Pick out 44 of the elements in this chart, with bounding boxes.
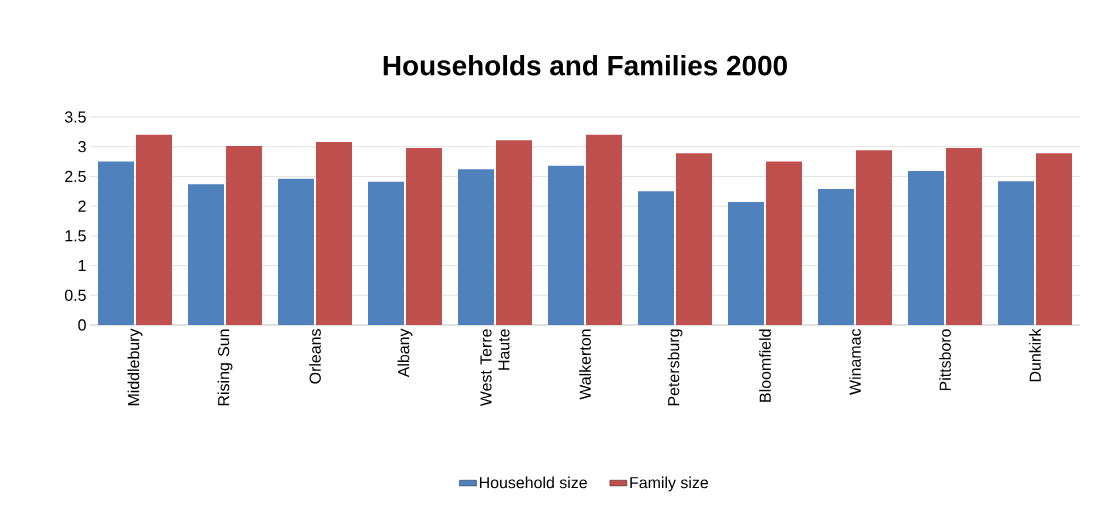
legend-label: Family size — [630, 476, 709, 492]
y-tick-label: 2.5 — [65, 170, 86, 183]
bar — [856, 150, 892, 325]
bar — [316, 141, 352, 325]
bar — [188, 184, 224, 325]
bar — [368, 181, 405, 325]
bar — [676, 153, 712, 325]
x-tick-label: Pittsboro — [939, 329, 951, 391]
x-tick-label: Rising Sun — [217, 329, 233, 406]
y-tick-label: 1 — [78, 260, 86, 272]
bar — [908, 171, 945, 325]
y-tick-label: 0.5 — [64, 289, 86, 301]
bar — [226, 146, 262, 325]
x-tick-label: Walkerton — [579, 329, 591, 400]
bar — [98, 161, 134, 325]
x-tick-label: Petersburg — [667, 329, 683, 406]
x-tick-label: Albany — [397, 328, 413, 378]
bar — [406, 147, 442, 325]
y-tick-label: 3.5 — [64, 111, 86, 123]
x-tick-label: West Terre Haute — [480, 329, 510, 407]
bar — [458, 169, 495, 325]
y-tick-label: 1.5 — [65, 230, 86, 242]
bar — [946, 147, 983, 325]
bar — [728, 201, 765, 325]
legend-label: Household size — [479, 476, 587, 489]
y-tick-label: 0 — [78, 319, 86, 331]
chart-title: Households and Families 2000 — [383, 55, 787, 76]
bar — [496, 140, 532, 325]
bar — [818, 188, 855, 325]
y-tick-label: 3 — [78, 141, 86, 153]
bar — [278, 178, 315, 325]
bar — [586, 134, 622, 325]
x-tick-label: Dunkirk — [1029, 328, 1041, 382]
x-tick-label: Winamac — [849, 328, 861, 395]
bar — [136, 134, 172, 325]
bar — [998, 181, 1035, 325]
x-tick-label: Bloomfield — [759, 329, 771, 402]
bar — [548, 165, 585, 325]
bar — [638, 191, 675, 325]
bar — [766, 161, 802, 325]
y-tick-label: 2 — [78, 200, 86, 212]
x-tick-label: Middlebury — [127, 328, 143, 406]
bar — [1036, 153, 1073, 325]
x-tick-label: Orleans — [309, 329, 321, 384]
